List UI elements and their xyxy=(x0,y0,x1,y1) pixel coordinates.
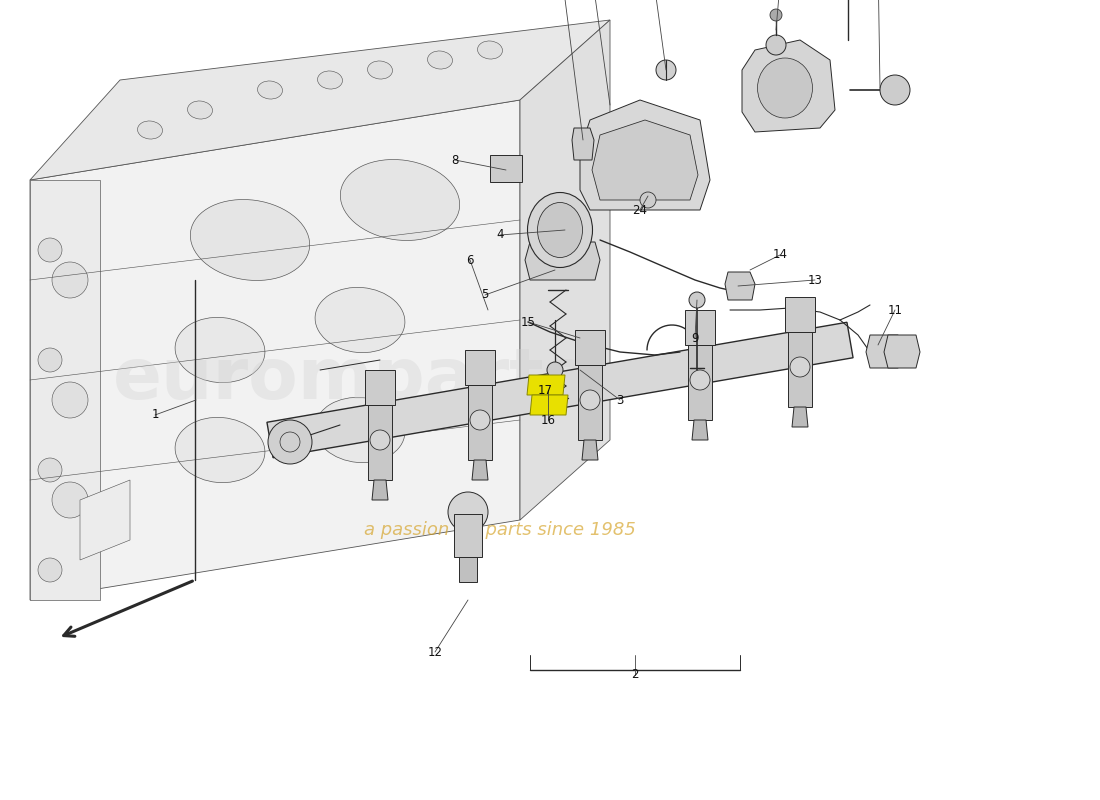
Text: 2: 2 xyxy=(631,669,639,682)
Text: 12: 12 xyxy=(428,646,442,658)
Ellipse shape xyxy=(318,71,342,89)
Ellipse shape xyxy=(340,159,460,241)
Ellipse shape xyxy=(175,418,265,482)
Polygon shape xyxy=(582,440,598,460)
Text: 5: 5 xyxy=(482,289,488,302)
Ellipse shape xyxy=(315,287,405,353)
Circle shape xyxy=(39,238,62,262)
Circle shape xyxy=(52,382,88,418)
Circle shape xyxy=(448,492,488,532)
Text: 8: 8 xyxy=(451,154,459,166)
Text: 3: 3 xyxy=(616,394,624,406)
Ellipse shape xyxy=(428,51,452,69)
Polygon shape xyxy=(725,272,755,300)
Circle shape xyxy=(766,35,786,55)
Polygon shape xyxy=(688,345,712,420)
Text: 13: 13 xyxy=(807,274,823,286)
Circle shape xyxy=(656,60,676,80)
Circle shape xyxy=(580,390,600,410)
Polygon shape xyxy=(468,385,492,460)
Polygon shape xyxy=(788,332,812,407)
Polygon shape xyxy=(454,514,482,557)
Circle shape xyxy=(790,357,810,377)
Text: 24: 24 xyxy=(632,203,648,217)
Polygon shape xyxy=(792,407,808,427)
Polygon shape xyxy=(884,335,920,368)
Circle shape xyxy=(268,420,312,464)
Circle shape xyxy=(39,348,62,372)
Polygon shape xyxy=(530,395,568,415)
Polygon shape xyxy=(30,100,520,600)
Text: 16: 16 xyxy=(540,414,556,426)
Polygon shape xyxy=(572,128,594,160)
Text: 17: 17 xyxy=(538,383,552,397)
Polygon shape xyxy=(785,297,815,332)
Polygon shape xyxy=(580,100,710,210)
Polygon shape xyxy=(365,370,395,405)
Ellipse shape xyxy=(367,61,393,79)
Polygon shape xyxy=(472,460,488,480)
Ellipse shape xyxy=(315,398,405,462)
Ellipse shape xyxy=(257,81,283,99)
Polygon shape xyxy=(267,322,854,458)
Circle shape xyxy=(547,362,563,378)
Ellipse shape xyxy=(187,101,212,119)
Circle shape xyxy=(370,430,390,450)
Text: 15: 15 xyxy=(520,315,536,329)
Text: 1: 1 xyxy=(152,409,158,422)
Circle shape xyxy=(39,458,62,482)
Circle shape xyxy=(470,410,490,430)
Ellipse shape xyxy=(138,121,163,139)
Polygon shape xyxy=(372,480,388,500)
Polygon shape xyxy=(490,155,522,182)
Circle shape xyxy=(690,370,710,390)
Polygon shape xyxy=(525,242,600,280)
Polygon shape xyxy=(866,335,902,368)
Polygon shape xyxy=(527,375,565,395)
Polygon shape xyxy=(692,420,708,440)
Polygon shape xyxy=(578,365,602,440)
Ellipse shape xyxy=(477,41,503,59)
Ellipse shape xyxy=(528,193,593,267)
Polygon shape xyxy=(465,350,495,385)
Text: 11: 11 xyxy=(888,303,902,317)
Text: a passion for parts since 1985: a passion for parts since 1985 xyxy=(364,521,636,539)
Text: 4: 4 xyxy=(496,229,504,242)
Polygon shape xyxy=(368,405,392,480)
Circle shape xyxy=(640,192,656,208)
Polygon shape xyxy=(592,120,698,200)
Ellipse shape xyxy=(190,199,310,281)
Circle shape xyxy=(52,262,88,298)
Circle shape xyxy=(770,9,782,21)
Text: 14: 14 xyxy=(772,249,788,262)
Circle shape xyxy=(689,292,705,308)
Circle shape xyxy=(52,482,88,518)
Circle shape xyxy=(39,558,62,582)
Polygon shape xyxy=(520,20,610,520)
Text: 9: 9 xyxy=(691,331,698,345)
Ellipse shape xyxy=(758,58,813,118)
Ellipse shape xyxy=(175,318,265,382)
Polygon shape xyxy=(685,310,715,345)
Polygon shape xyxy=(80,480,130,560)
Polygon shape xyxy=(742,40,835,132)
Circle shape xyxy=(880,75,910,105)
Ellipse shape xyxy=(538,202,583,258)
Polygon shape xyxy=(459,557,477,582)
Polygon shape xyxy=(30,180,100,600)
Text: euromparts: euromparts xyxy=(112,346,587,414)
Polygon shape xyxy=(575,330,605,365)
Text: 6: 6 xyxy=(466,254,474,266)
Polygon shape xyxy=(30,20,611,180)
